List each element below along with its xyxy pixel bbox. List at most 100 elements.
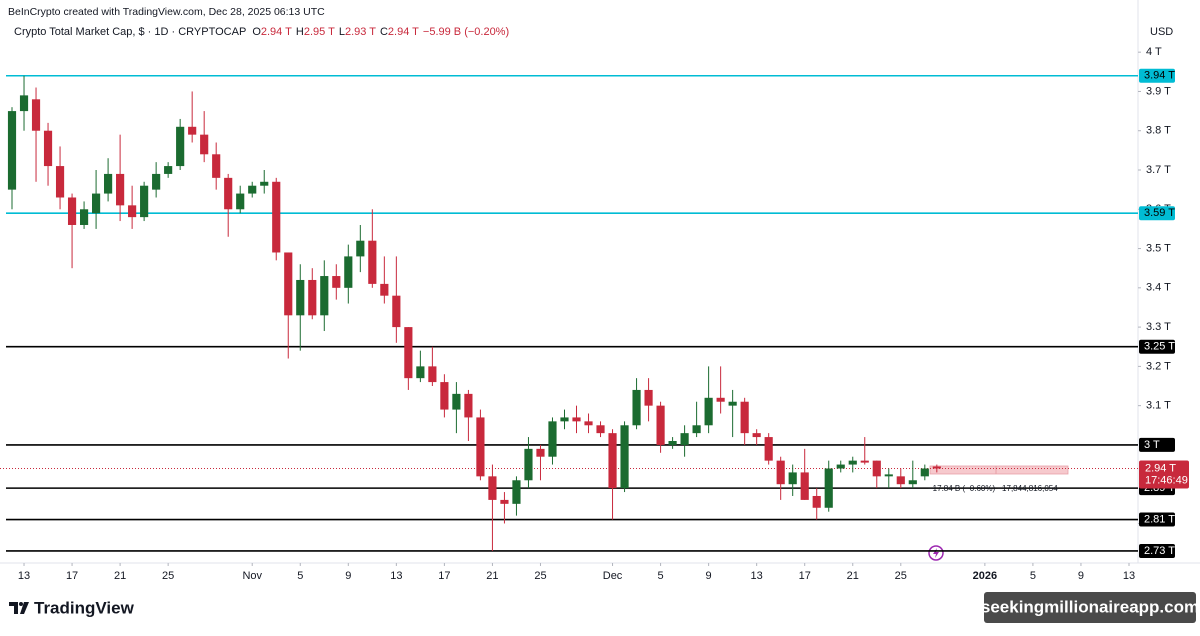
x-tick-label: 17 bbox=[799, 570, 811, 582]
ohlc-key: O bbox=[252, 26, 261, 38]
candle-body bbox=[200, 134, 209, 155]
candle-body bbox=[104, 173, 113, 194]
candle-body bbox=[440, 382, 449, 410]
logo-mark bbox=[9, 602, 18, 614]
countdown: 17:46:49 bbox=[1145, 474, 1188, 486]
candle-body bbox=[164, 166, 173, 174]
x-tick-label: 5 bbox=[1030, 570, 1036, 582]
candle-body bbox=[67, 197, 77, 225]
x-tick-label: 21 bbox=[847, 570, 859, 582]
level-label-box bbox=[1139, 68, 1175, 83]
y-tick-label: 3.4 T bbox=[1146, 282, 1171, 294]
candle-body bbox=[224, 177, 233, 210]
candle-body bbox=[79, 209, 89, 225]
x-tick-label: 21 bbox=[114, 570, 126, 582]
candle-body bbox=[788, 472, 797, 485]
candle-body bbox=[404, 327, 413, 379]
candle-body bbox=[764, 437, 773, 461]
candle-body bbox=[860, 460, 869, 463]
candle-body bbox=[752, 433, 761, 438]
candle-body bbox=[416, 366, 425, 379]
candle-body bbox=[740, 401, 749, 434]
x-tick-label: 13 bbox=[18, 570, 30, 582]
candle-body bbox=[488, 476, 497, 500]
candle-body bbox=[19, 95, 29, 112]
candle-body bbox=[260, 181, 269, 186]
candle-body bbox=[908, 480, 917, 485]
position-projection bbox=[929, 465, 1069, 475]
x-tick-label: Dec bbox=[603, 570, 623, 582]
watermark-box bbox=[984, 592, 1196, 623]
candle-body bbox=[680, 433, 689, 445]
ohlc-value: 2.94 T bbox=[388, 26, 419, 38]
candle-body bbox=[896, 476, 905, 485]
x-tick-label: 9 bbox=[1078, 570, 1084, 582]
candle-body bbox=[464, 393, 473, 418]
level-label: 3.59 T bbox=[1144, 207, 1175, 219]
logo-mark bbox=[19, 602, 23, 606]
ohlc-value: 2.93 T bbox=[345, 26, 376, 38]
candle-body bbox=[452, 393, 461, 410]
y-tick-label: 3.3 T bbox=[1146, 321, 1171, 333]
candle-body bbox=[236, 193, 245, 210]
watermark: seekingmillionaireapp.com bbox=[981, 597, 1199, 616]
candle-body bbox=[428, 366, 437, 383]
ohlc-value: 2.94 T bbox=[261, 26, 292, 38]
candle-body bbox=[356, 240, 365, 257]
x-tick-label: 25 bbox=[534, 570, 546, 582]
ohlc-key: L bbox=[339, 26, 345, 38]
x-tick-label: 5 bbox=[297, 570, 303, 582]
x-tick-label: 2026 bbox=[973, 570, 997, 582]
candle-body bbox=[152, 173, 161, 190]
symbol: Crypto Total Market Cap, $ · 1D · CRYPTO… bbox=[14, 26, 246, 38]
level-label-box bbox=[1139, 543, 1175, 558]
candle-body bbox=[212, 154, 221, 178]
x-tick-label: 13 bbox=[1123, 570, 1135, 582]
candle-body bbox=[176, 126, 185, 167]
candle-body bbox=[668, 440, 677, 445]
y-tick-label: 3.2 T bbox=[1146, 360, 1171, 372]
tradingview-logo: TradingView bbox=[9, 598, 135, 617]
candle-body bbox=[632, 389, 641, 426]
candle-body bbox=[7, 111, 17, 190]
candle-body bbox=[308, 279, 317, 316]
candle-body bbox=[656, 405, 665, 445]
candle-body bbox=[512, 480, 521, 504]
candle-body bbox=[596, 425, 605, 434]
event-icon-glyph bbox=[933, 548, 939, 558]
candle-body bbox=[272, 181, 281, 253]
candle-body bbox=[644, 389, 653, 406]
level-label-box bbox=[1139, 512, 1175, 527]
candle-body bbox=[128, 205, 137, 218]
ohlc: O2.94 T H2.95 T L2.93 T C2.94 T bbox=[252, 26, 419, 38]
candle-body bbox=[776, 460, 785, 485]
candle-body bbox=[296, 279, 305, 316]
last-price-box bbox=[1139, 460, 1189, 489]
y-tick-label: 3.7 T bbox=[1146, 164, 1171, 176]
level-label: 2.73 T bbox=[1144, 545, 1175, 557]
candle-body bbox=[43, 130, 53, 167]
candle-body bbox=[920, 468, 929, 477]
candle-body bbox=[320, 276, 329, 316]
y-tick-label: 3.1 T bbox=[1146, 400, 1171, 412]
attribution: BeInCrypto created with TradingView.com,… bbox=[8, 6, 325, 18]
plot bbox=[0, 74, 1138, 552]
candle-body bbox=[380, 283, 389, 296]
level-label-box bbox=[1139, 206, 1175, 221]
x-tick-label: 13 bbox=[390, 570, 402, 582]
candle-body bbox=[704, 397, 713, 426]
y-tick-label: 4 T bbox=[1146, 46, 1162, 58]
candle-body bbox=[344, 256, 353, 288]
candle-body bbox=[140, 185, 149, 218]
candle-body bbox=[728, 401, 737, 406]
last-price-label: 2.94 T bbox=[1145, 462, 1176, 474]
candle-body bbox=[692, 425, 701, 434]
candle-body bbox=[284, 252, 293, 316]
candle-body bbox=[548, 421, 557, 457]
x-tick-label: 9 bbox=[345, 570, 351, 582]
candle-body bbox=[560, 417, 569, 422]
ohlc-key: C bbox=[380, 26, 388, 38]
